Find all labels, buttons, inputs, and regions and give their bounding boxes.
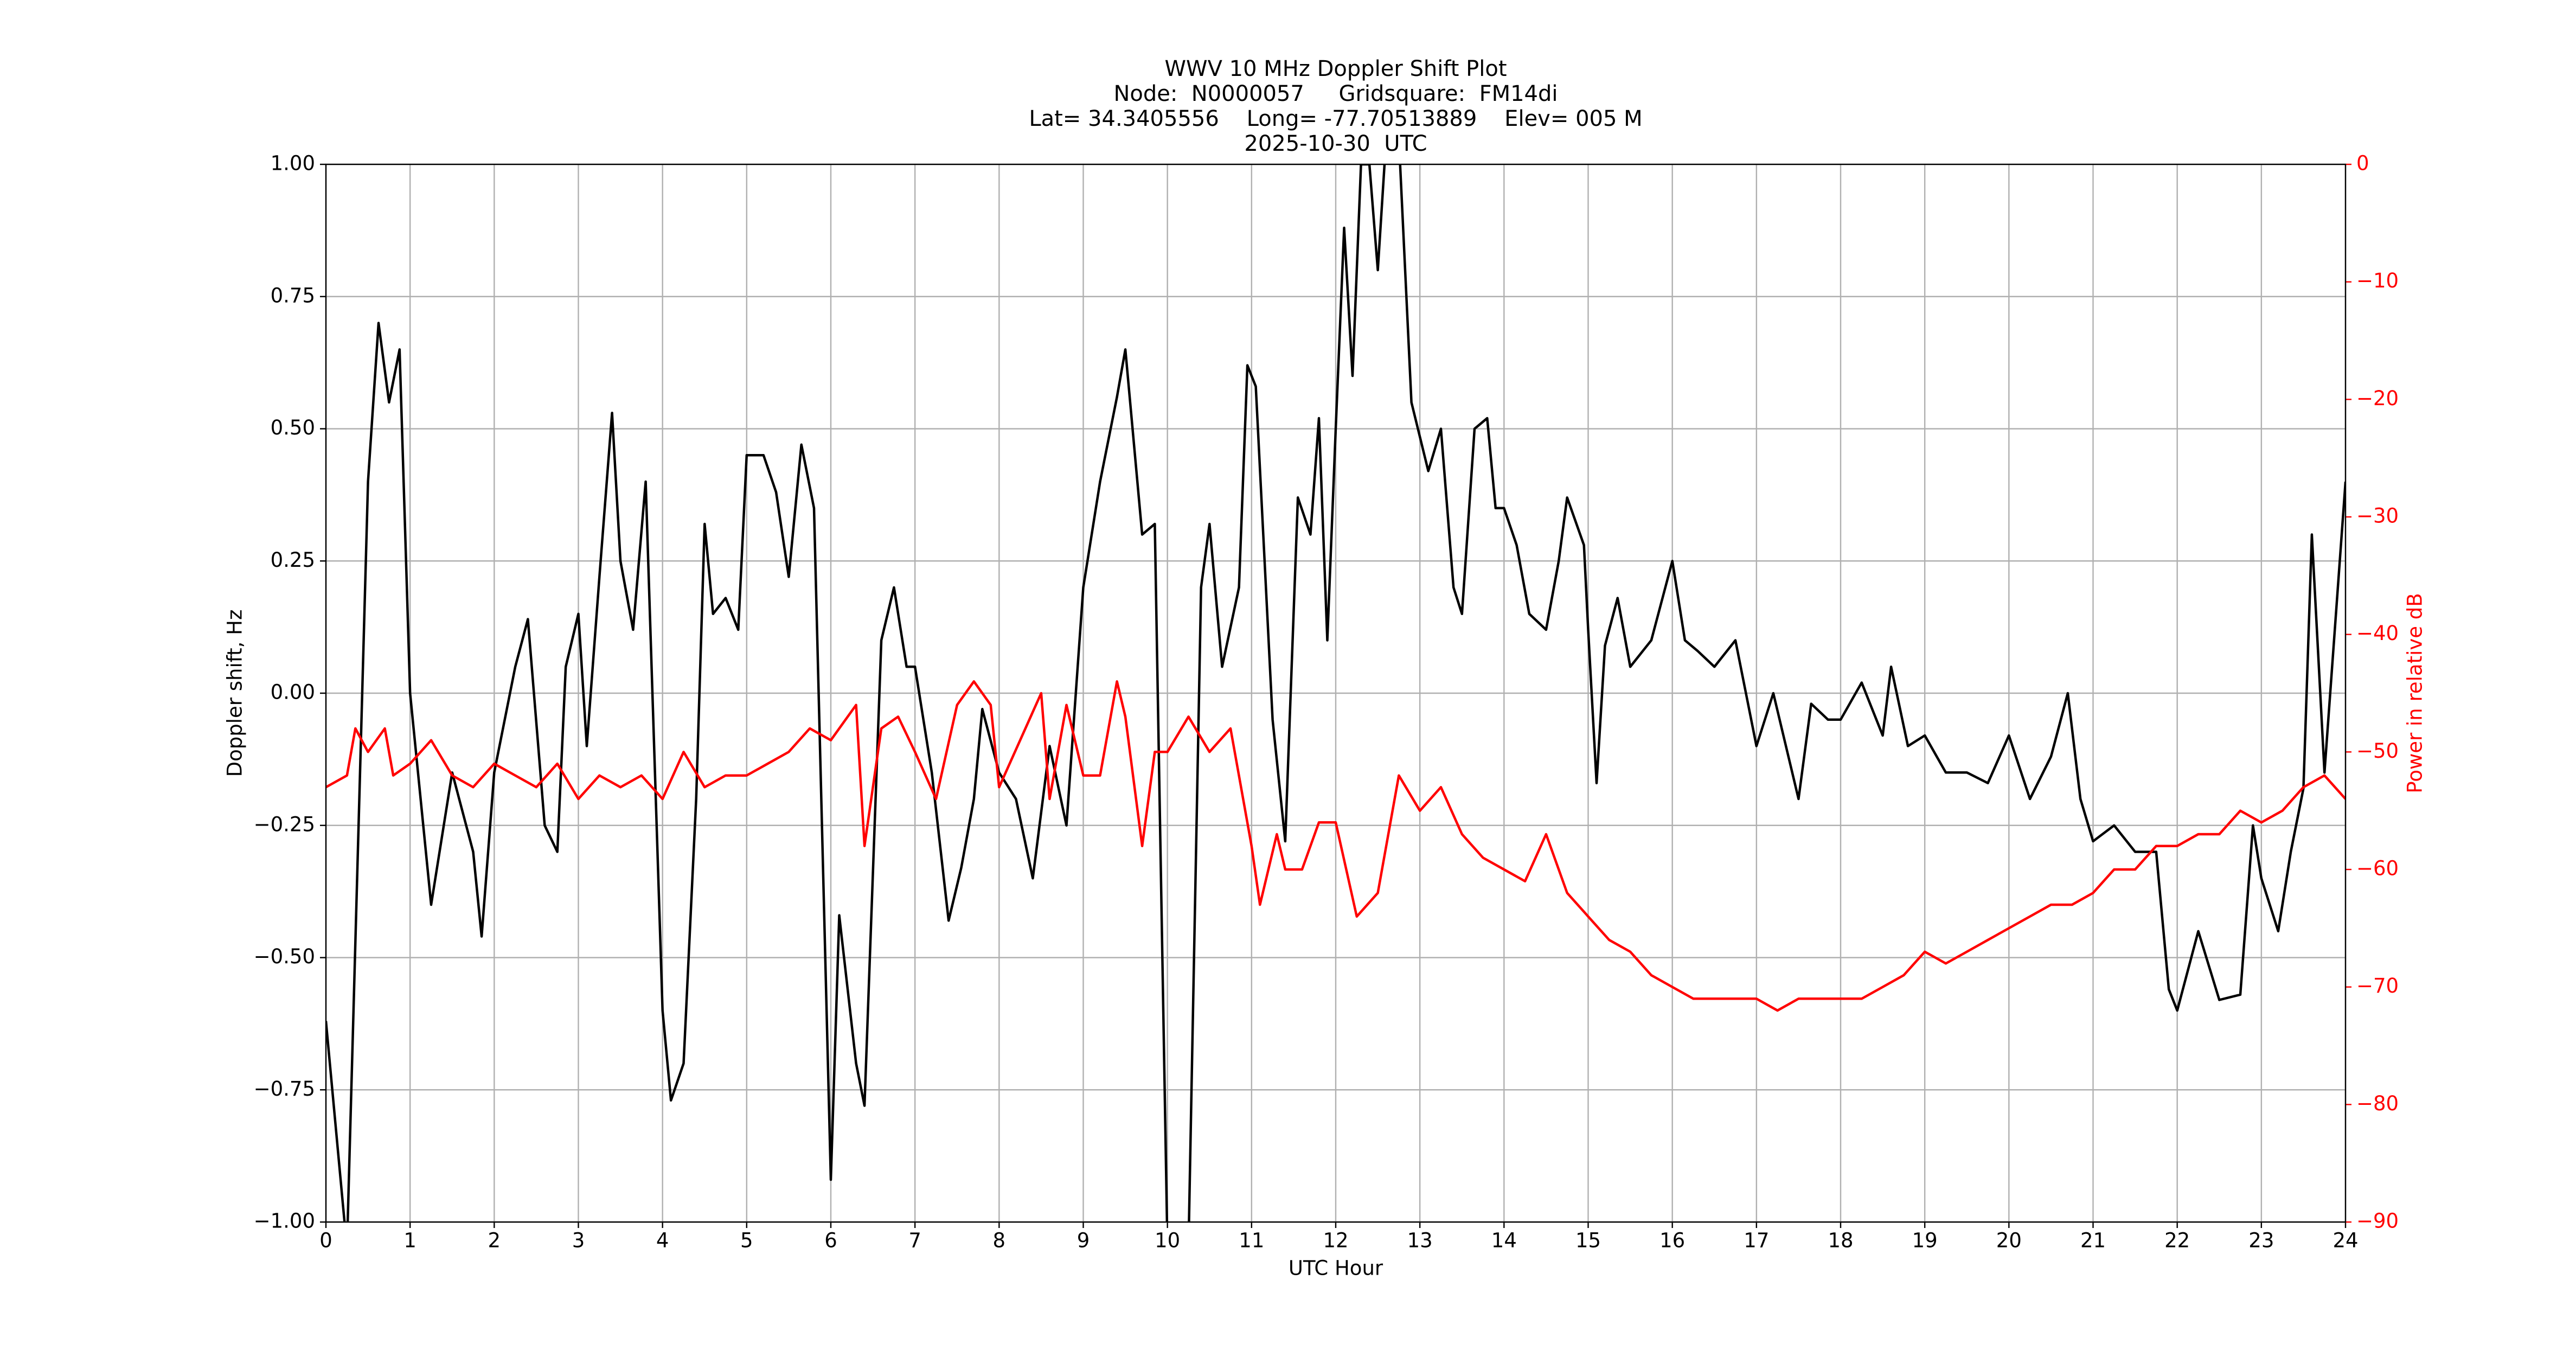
x-tick-label: 16 [1659,1229,1685,1252]
y2-tick-label: 0 [2356,152,2369,175]
x-tick-label: 4 [656,1229,669,1252]
x-tick-label: 20 [1996,1229,2022,1252]
x-tick-label: 0 [319,1229,332,1252]
x-tick-label: 21 [2080,1229,2106,1252]
x-tick-label: 7 [908,1229,921,1252]
chart-subtitle: Node: N0000057 Gridsquare: FM14di [1114,81,1558,106]
series-line [326,164,2346,1222]
y-tick-label: 0.00 [271,681,315,704]
x-tick-label: 2 [488,1229,501,1252]
x-tick-label: 23 [2248,1229,2274,1252]
y2-tick-label: −30 [2356,504,2399,528]
y2-tick-label: −50 [2356,739,2399,763]
y2-tick-label: −70 [2356,974,2399,997]
x-tick-label: 19 [1912,1229,1938,1252]
x-tick-label: 15 [1575,1229,1601,1252]
x-tick-label: 18 [1828,1229,1853,1252]
y2-tick-label: −10 [2356,269,2399,292]
y-tick-label: 1.00 [271,152,315,175]
chart-subtitle: 2025-10-30 UTC [1244,131,1427,156]
x-tick-label: 5 [740,1229,753,1252]
y2-tick-label: −20 [2356,387,2399,410]
y2-tick-label: −40 [2356,622,2399,645]
x-tick-label: 3 [572,1229,585,1252]
x-tick-label: 9 [1077,1229,1090,1252]
y-tick-label: −1.00 [254,1210,315,1233]
y2-tick-label: −80 [2356,1092,2399,1115]
chart-title: WWV 10 MHz Doppler Shift Plot [1164,56,1507,81]
x-tick-label: 22 [2164,1229,2190,1252]
y2-tick-label: −60 [2356,857,2399,880]
x-axis-label: UTC Hour [1289,1257,1383,1280]
y-axis-label: Doppler shift, Hz [223,610,247,777]
y2-axis-label: Power in relative dB [2404,593,2427,793]
x-tick-label: 1 [403,1229,416,1252]
y-tick-label: 0.75 [271,284,315,307]
x-tick-label: 12 [1323,1229,1348,1252]
x-tick-label: 11 [1239,1229,1264,1252]
y-tick-label: −0.25 [254,813,315,836]
y-tick-label: −0.50 [254,945,315,968]
x-tick-label: 17 [1744,1229,1769,1252]
y2-tick-label: −90 [2356,1210,2399,1233]
y-tick-label: 0.25 [271,548,315,572]
x-tick-label: 8 [993,1229,1006,1252]
x-tick-label: 14 [1491,1229,1517,1252]
plot-frame [325,163,2347,1223]
chart-subtitle: Lat= 34.3405556 Long= -77.70513889 Elev=… [1029,106,1642,131]
y-tick-label: 0.50 [271,416,315,439]
x-tick-label: 13 [1407,1229,1433,1252]
x-tick-label: 6 [824,1229,837,1252]
plot-area [326,164,2346,1222]
y-tick-label: −0.75 [254,1077,315,1101]
x-tick-label: 24 [2333,1229,2358,1252]
series-line [326,680,2346,1012]
x-tick-label: 10 [1155,1229,1180,1252]
